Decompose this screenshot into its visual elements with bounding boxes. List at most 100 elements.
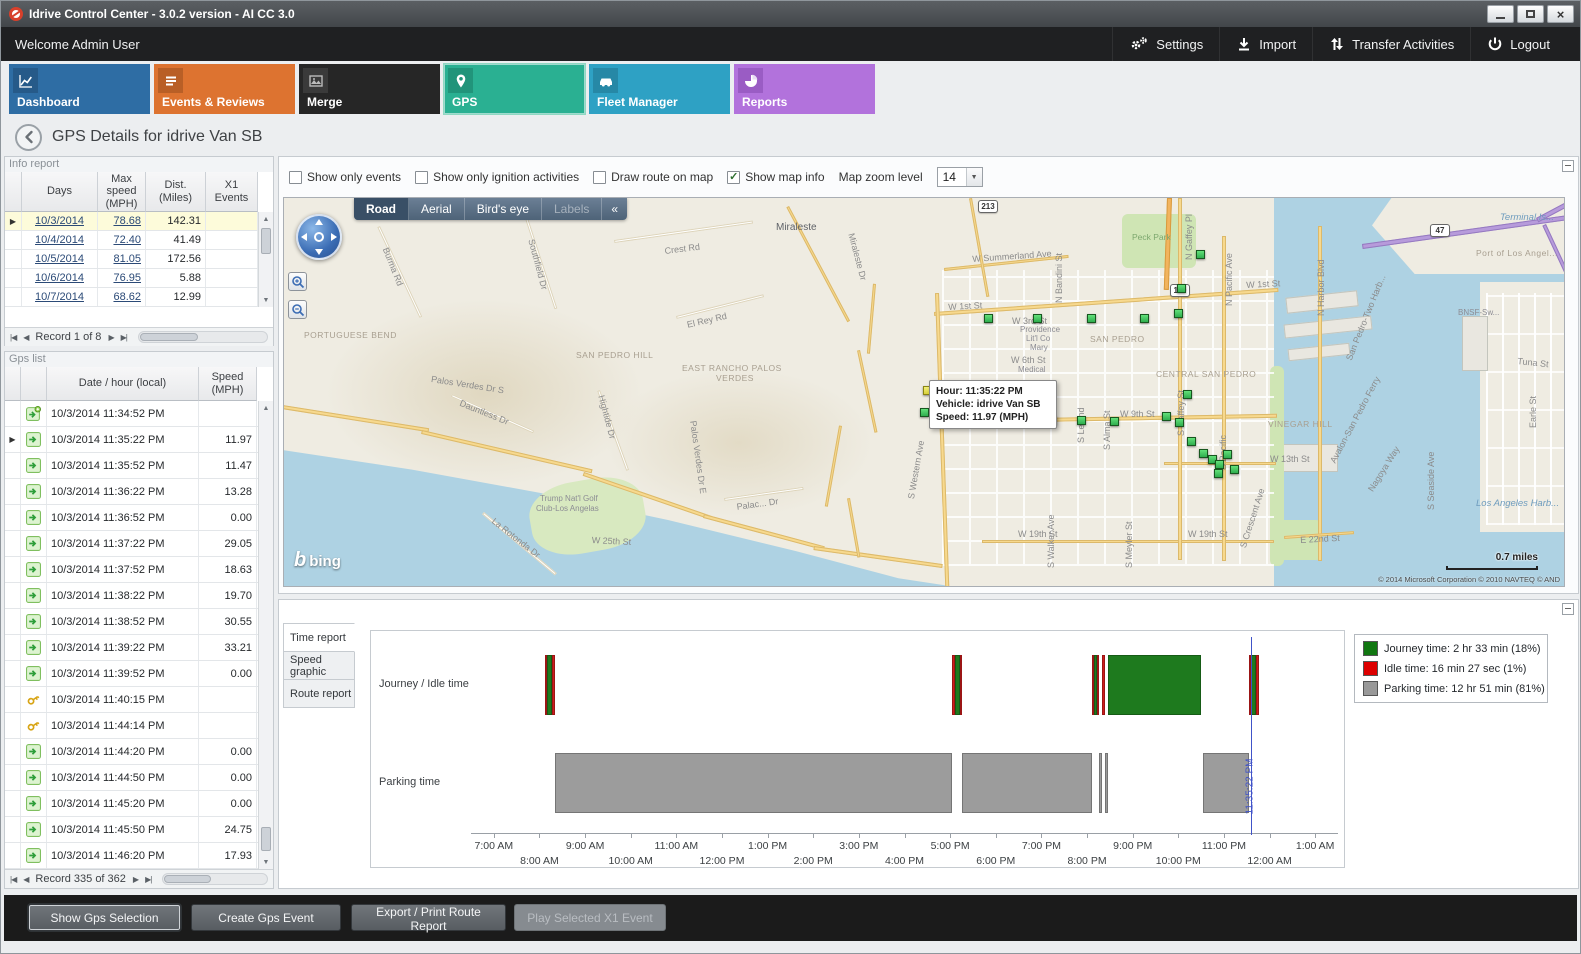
- date-link[interactable]: 10/4/2014: [35, 234, 84, 246]
- date-link[interactable]: 10/5/2014: [35, 253, 84, 265]
- checkbox-draw-route-on-map[interactable]: Draw route on map: [593, 170, 713, 184]
- scrollbar-thumb[interactable]: [164, 875, 211, 883]
- gps-grid-scrollbar[interactable]: ▲ ▼: [258, 401, 273, 869]
- pager-next-icon[interactable]: ▶: [108, 332, 114, 342]
- pager-next-icon[interactable]: ▶: [132, 874, 139, 884]
- gps-marker[interactable]: [1187, 437, 1196, 446]
- pager-last-icon[interactable]: ▶|: [145, 874, 152, 884]
- gps-marker[interactable]: [920, 408, 929, 417]
- tab-events-reviews[interactable]: Events & Reviews: [154, 64, 295, 114]
- max-speed-link[interactable]: 68.62: [113, 291, 141, 303]
- date-link[interactable]: 10/3/2014: [35, 215, 84, 227]
- gps-marker[interactable]: [1087, 314, 1096, 323]
- table-row[interactable]: 10/3/2014 11:37:22 PM 29.05: [5, 531, 273, 557]
- tab-route-report[interactable]: Route report: [283, 679, 355, 708]
- pan-south-icon[interactable]: [315, 249, 323, 255]
- show-gps-selection-button[interactable]: Show Gps Selection: [28, 904, 181, 931]
- gps-marker[interactable]: [1230, 465, 1239, 474]
- map-style-labels[interactable]: Labels: [542, 198, 603, 220]
- max-speed-link[interactable]: 72.40: [113, 234, 141, 246]
- gps-marker[interactable]: [1196, 250, 1205, 259]
- tab-reports[interactable]: Reports: [734, 64, 875, 114]
- date-link[interactable]: 10/7/2014: [35, 291, 84, 303]
- max-speed-link[interactable]: 78.68: [113, 215, 141, 227]
- horizontal-scrollbar[interactable]: [162, 873, 268, 885]
- map-zoom-out-button[interactable]: [288, 300, 307, 319]
- table-row[interactable]: 10/3/2014 11:36:52 PM 0.00: [5, 505, 273, 531]
- checkbox-show-map-info[interactable]: ✓ Show map info: [727, 170, 825, 184]
- table-row[interactable]: 10/3/2014 11:36:22 PM 13.28: [5, 479, 273, 505]
- table-row[interactable]: 10/4/2014 72.40 41.49: [5, 231, 273, 250]
- scrollbar-track[interactable]: [259, 415, 273, 855]
- scroll-up-icon[interactable]: ▲: [262, 215, 270, 223]
- table-row[interactable]: 10/3/2014 11:44:20 PM 0.00: [5, 739, 273, 765]
- map-zoom-select[interactable]: 14 ▼: [936, 167, 983, 187]
- tab-dashboard[interactable]: Dashboard: [9, 64, 150, 114]
- table-row[interactable]: 10/6/2014 76.95 5.88: [5, 269, 273, 288]
- pager-prev-icon[interactable]: ◀: [23, 874, 29, 884]
- scroll-down-icon[interactable]: ▼: [262, 858, 270, 866]
- table-row[interactable]: 10/3/2014 11:45:50 PM 24.75: [5, 817, 273, 843]
- table-row[interactable]: 10/5/2014 81.05 172.56: [5, 250, 273, 269]
- menu-item-transfer-activities[interactable]: Transfer Activities: [1312, 27, 1470, 61]
- table-row[interactable]: 10/3/2014 11:40:15 PM: [5, 687, 273, 713]
- gps-marker[interactable]: [1110, 417, 1119, 426]
- scrollbar-thumb[interactable]: [261, 827, 271, 851]
- gps-marker[interactable]: [1177, 284, 1186, 293]
- table-row[interactable]: ▶ 10/3/2014 11:35:22 PM 11.97: [5, 427, 273, 453]
- gps-marker[interactable]: [1214, 469, 1223, 478]
- table-row[interactable]: 10/3/2014 11:44:50 PM 0.00: [5, 765, 273, 791]
- gps-marker[interactable]: [1175, 418, 1184, 427]
- table-row[interactable]: ▶ 10/3/2014 78.68 142.31: [5, 212, 273, 231]
- table-row[interactable]: 10/3/2014 11:34:52 PM: [5, 401, 273, 427]
- gps-marker[interactable]: [1199, 449, 1208, 458]
- table-row[interactable]: 10/3/2014 11:37:52 PM 18.63: [5, 557, 273, 583]
- info-grid-scrollbar[interactable]: ▲ ▼: [258, 212, 273, 307]
- map-style-road[interactable]: Road: [354, 198, 409, 220]
- scrollbar-thumb[interactable]: [261, 228, 271, 254]
- scrollbar-track[interactable]: [259, 226, 273, 293]
- map-compass-control[interactable]: [296, 214, 342, 260]
- gps-marker[interactable]: [1223, 450, 1232, 459]
- gps-marker[interactable]: [984, 314, 993, 323]
- pager-last-icon[interactable]: ▶|: [120, 332, 128, 342]
- close-button[interactable]: ×: [1547, 5, 1574, 23]
- map-style-aerial[interactable]: Aerial: [409, 198, 465, 220]
- gps-marker[interactable]: [1140, 314, 1149, 323]
- gps-marker[interactable]: [1033, 314, 1042, 323]
- table-row[interactable]: 10/3/2014 11:45:20 PM 0.00: [5, 791, 273, 817]
- map-style-bird-s-eye[interactable]: Bird's eye: [465, 198, 542, 220]
- compass-center-icon[interactable]: [314, 232, 324, 242]
- table-row[interactable]: 10/7/2014 68.62 12.99: [5, 288, 273, 307]
- gps-marker[interactable]: [1174, 309, 1183, 318]
- back-button[interactable]: [15, 123, 42, 151]
- checkbox-show-only-events[interactable]: Show only events: [289, 170, 401, 184]
- table-row[interactable]: 10/3/2014 11:38:52 PM 30.55: [5, 609, 273, 635]
- tab-gps[interactable]: GPS: [444, 64, 585, 114]
- horizontal-scrollbar[interactable]: [137, 331, 268, 343]
- menu-item-import[interactable]: Import: [1219, 27, 1312, 61]
- gps-marker[interactable]: [1215, 460, 1224, 469]
- table-row[interactable]: 10/3/2014 11:38:22 PM 19.70: [5, 583, 273, 609]
- scrollbar-thumb[interactable]: [139, 333, 198, 341]
- maximize-button[interactable]: [1517, 5, 1544, 23]
- collapse-chart-panel-button[interactable]: [1562, 603, 1574, 615]
- gps-marker[interactable]: [1208, 455, 1217, 464]
- pager-prev-icon[interactable]: ◀: [23, 332, 29, 342]
- collapse-map-panel-button[interactable]: [1562, 160, 1574, 172]
- menu-item-logout[interactable]: Logout: [1470, 27, 1566, 61]
- max-speed-link[interactable]: 81.05: [113, 253, 141, 265]
- gps-marker[interactable]: [1162, 412, 1171, 421]
- pan-north-icon[interactable]: [315, 219, 323, 225]
- pan-east-icon[interactable]: [331, 233, 337, 241]
- create-gps-event-button[interactable]: Create Gps Event: [191, 904, 341, 931]
- tab-fleet-manager[interactable]: Fleet Manager: [589, 64, 730, 114]
- tab-speed-graphic[interactable]: Speed graphic: [283, 651, 355, 680]
- gps-marker[interactable]: [1183, 390, 1192, 399]
- table-row[interactable]: 10/3/2014 11:46:20 PM 17.93: [5, 843, 273, 869]
- export-print-route-report-button[interactable]: Export / Print Route Report: [351, 904, 506, 933]
- max-speed-link[interactable]: 76.95: [113, 272, 141, 284]
- table-row[interactable]: 10/3/2014 11:39:22 PM 33.21: [5, 635, 273, 661]
- pager-first-icon[interactable]: |◀: [10, 332, 17, 342]
